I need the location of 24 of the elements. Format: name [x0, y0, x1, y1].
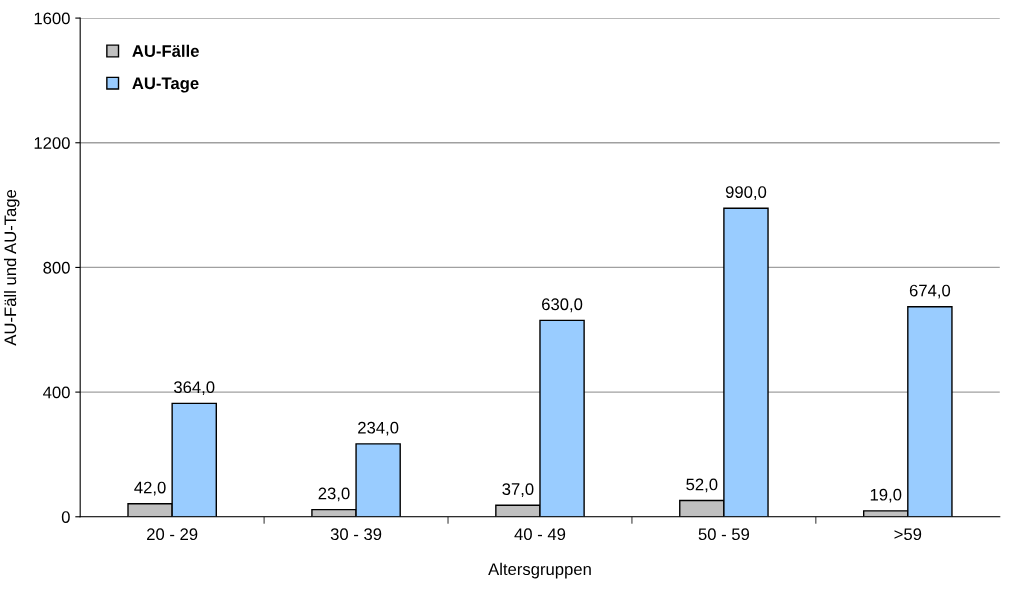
- y-axis-title: AU-Fäll und AU-Tage: [3, 189, 20, 346]
- data-label: 52,0: [686, 478, 718, 493]
- data-label: 990,0: [725, 186, 767, 200]
- y-tick-label: 1200: [34, 137, 70, 149]
- y-tick-label: 800: [43, 261, 70, 274]
- x-tick-label: >59: [894, 528, 922, 541]
- x-tick-label: 30 - 39: [330, 528, 382, 541]
- data-label: 674,0: [909, 284, 951, 299]
- data-label: 364,0: [174, 381, 215, 396]
- x-tick-label: 40 - 49: [514, 528, 566, 541]
- data-label: 630,0: [542, 298, 583, 313]
- data-label: 19,0: [870, 488, 902, 503]
- data-label: 234,0: [358, 421, 399, 436]
- y-tick-label: 0: [61, 511, 70, 523]
- data-label: 23,0: [318, 487, 350, 502]
- data-label: 42,0: [134, 481, 166, 496]
- x-tick-label: 20 - 29: [147, 528, 198, 541]
- x-axis-title: Altersgruppen: [488, 562, 591, 579]
- data-label: 37,0: [502, 483, 534, 497]
- y-tick-label: 1600: [34, 12, 70, 25]
- legend-label: AU-Tage: [132, 77, 199, 93]
- x-tick-label: 50 - 59: [698, 528, 750, 541]
- legend-label: AU-Fälle: [132, 44, 199, 57]
- y-tick-label: 400: [43, 386, 70, 399]
